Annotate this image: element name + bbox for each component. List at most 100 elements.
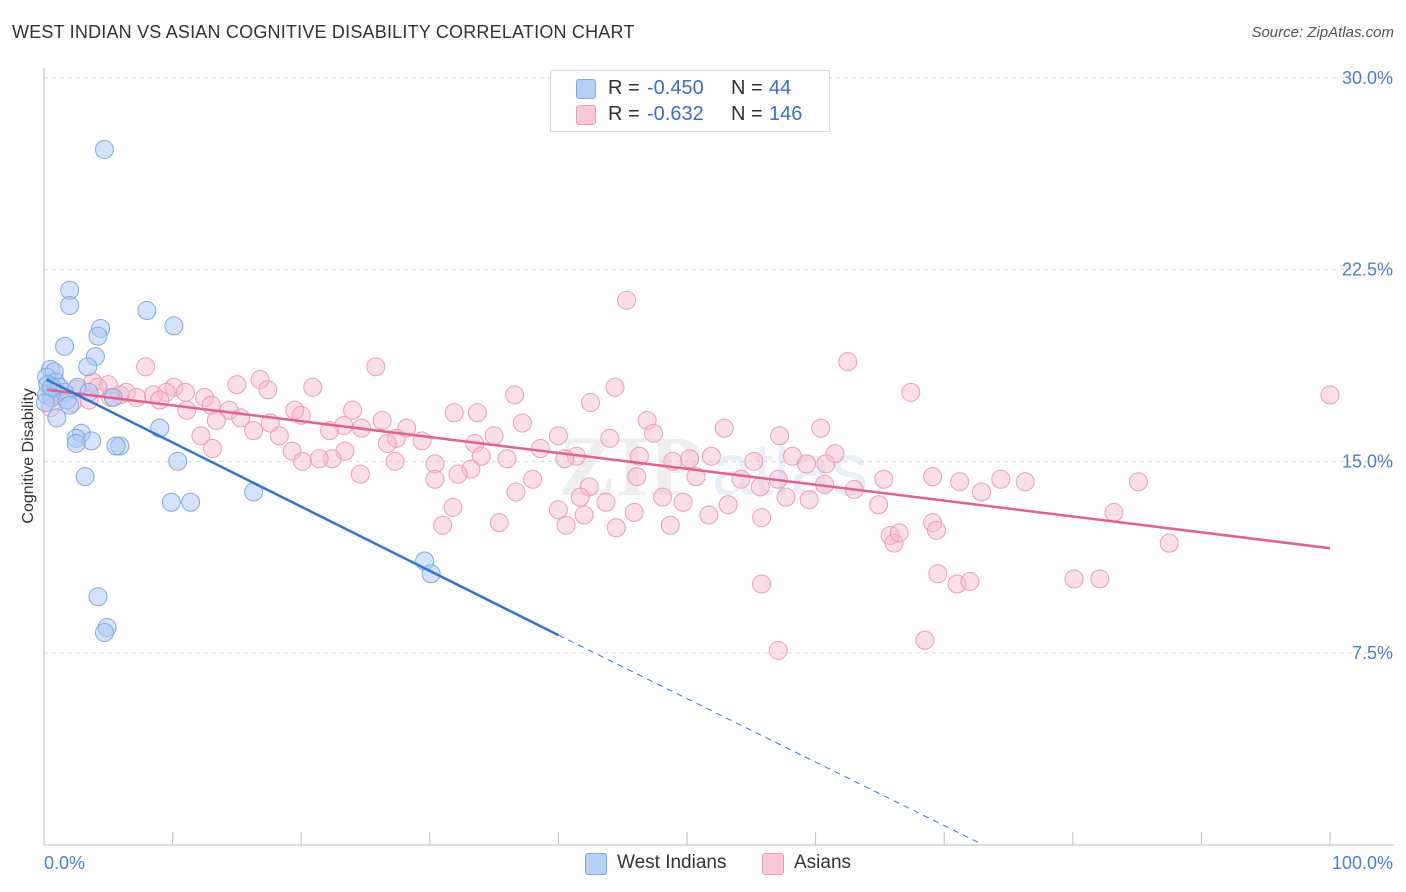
legend-row-asians: R = -0.632 N = 146 (551, 102, 829, 128)
data-point-west-indians (161, 492, 181, 512)
data-point-asians (461, 459, 481, 479)
data-point-asians (372, 410, 392, 430)
data-point-asians (530, 439, 550, 459)
data-point-asians (195, 387, 215, 407)
data-point-asians (258, 380, 278, 400)
x-tick-labels: 0.0% 100.0% (44, 853, 1393, 873)
legend-r-label: R = (608, 77, 640, 99)
data-point-asians (971, 482, 991, 502)
data-point-asians (686, 467, 706, 487)
data-point-asians (901, 382, 921, 402)
data-point-west-indians (106, 436, 126, 456)
y-tick-label: 7.5% (1352, 643, 1393, 663)
data-point-asians (244, 421, 264, 441)
series-legend: West Indians Asians (0, 852, 1406, 878)
data-point-west-indians (94, 623, 114, 643)
x-ticks (172, 832, 1331, 845)
data-point-asians (718, 495, 738, 515)
legend-swatch-asians (762, 853, 784, 875)
y-tick-label: 15.0% (1342, 451, 1393, 471)
data-point-asians (343, 400, 363, 420)
svg-text:atlas: atlas (712, 428, 868, 511)
data-point-asians (505, 385, 525, 405)
data-point-asians (744, 451, 764, 471)
data-point-asians (1320, 385, 1340, 405)
data-point-asians (444, 403, 464, 423)
data-point-asians (471, 446, 491, 466)
data-point-west-indians (88, 587, 108, 607)
data-point-asians (617, 290, 637, 310)
data-point-asians (838, 352, 858, 372)
data-point-asians (768, 640, 788, 660)
trend-line-asians (46, 388, 1331, 550)
data-point-asians (680, 449, 700, 469)
data-point-west-indians (150, 418, 170, 438)
data-point-asians (624, 502, 644, 522)
data-point-asians (600, 428, 620, 448)
legend-r-label: R = (608, 103, 640, 125)
data-point-asians (915, 630, 935, 650)
data-point-asians (960, 571, 980, 591)
axes (43, 68, 1394, 846)
data-point-asians (923, 467, 943, 487)
legend-label-asians: Asians (794, 852, 852, 873)
data-point-asians (752, 574, 772, 594)
data-point-asians (548, 426, 568, 446)
data-point-asians (292, 451, 312, 471)
x-tick-label: 0.0% (44, 853, 85, 873)
data-point-asians (136, 357, 156, 377)
data-point-asians (701, 446, 721, 466)
svg-text:ZIP: ZIP (558, 418, 701, 514)
data-point-asians (127, 387, 147, 407)
data-point-asians (484, 426, 504, 446)
data-point-asians (797, 454, 817, 474)
data-point-asians (1159, 533, 1179, 553)
data-point-asians (699, 505, 719, 525)
data-point-asians (770, 426, 790, 446)
x-tick-label: 100.0% (1332, 853, 1393, 873)
data-point-west-indians (60, 395, 80, 415)
data-point-asians (150, 390, 170, 410)
data-point-asians (928, 564, 948, 584)
data-point-asians (425, 454, 445, 474)
data-point-west-indians (60, 295, 80, 315)
legend-n-label: N = (731, 103, 763, 125)
data-point-asians (991, 469, 1011, 489)
data-point-asians (629, 446, 649, 466)
legend-r-value: -0.632 (647, 103, 704, 125)
data-point-west-indians (168, 451, 188, 471)
data-point-asians (512, 413, 532, 433)
data-point-asians (206, 410, 226, 430)
data-point-asians (425, 469, 445, 489)
trend-line-west-indians-extension (558, 634, 984, 846)
legend-n-value: 44 (769, 77, 792, 99)
data-point-asians (385, 451, 405, 471)
data-point-asians (926, 520, 946, 540)
data-point-asians (574, 505, 594, 525)
data-point-asians (467, 403, 487, 423)
chart-title: WEST INDIAN VS ASIAN COGNITIVE DISABILIT… (12, 22, 635, 42)
data-point-asians (548, 500, 568, 520)
data-point-west-indians (66, 433, 86, 453)
data-point-asians (1090, 569, 1110, 589)
data-point-asians (811, 418, 831, 438)
data-point-asians (869, 495, 889, 515)
data-point-asians (309, 449, 329, 469)
data-point-asians (950, 472, 970, 492)
data-point-asians (506, 482, 526, 502)
data-point-west-indians (164, 316, 184, 336)
legend-label-west-indians: West Indians (617, 852, 727, 873)
data-point-asians (799, 490, 819, 510)
y-axis-label: Cognitive Disability (20, 388, 37, 523)
data-point-asians (350, 464, 370, 484)
data-point-asians (644, 423, 664, 443)
data-point-asians (653, 487, 673, 507)
data-point-asians (884, 533, 904, 553)
data-point-west-indians (55, 336, 75, 356)
watermark: ZIP atlas (558, 418, 868, 514)
data-point-asians (889, 523, 909, 543)
data-point-asians (570, 487, 590, 507)
data-point-asians (250, 370, 270, 390)
y-tick-label: 30.0% (1342, 68, 1393, 88)
